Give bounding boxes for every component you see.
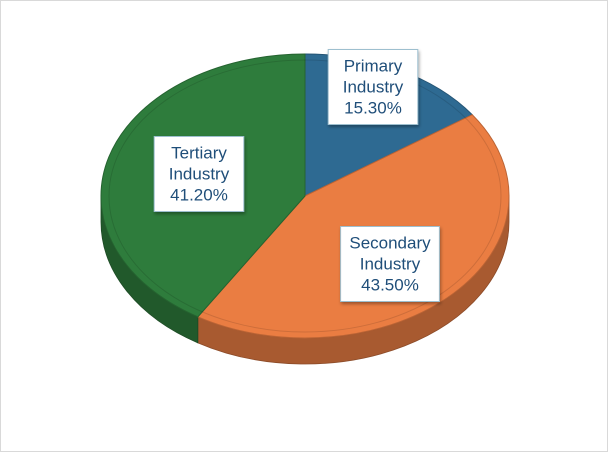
data-label-line: Primary <box>344 57 403 76</box>
data-label-line: 43.50% <box>361 276 419 295</box>
pie-top-rim <box>108 59 502 333</box>
data-label-line: Industry <box>169 165 230 184</box>
data-label-box <box>153 136 245 212</box>
data-label-line: 15.30% <box>344 99 402 118</box>
data-label-tertiary-industry: Tertiary Industry 41.20% <box>153 136 245 212</box>
data-label-primary-industry: Primary Industry 15.30% <box>327 49 419 125</box>
data-label-line: Industry <box>360 255 421 274</box>
data-label-secondary-industry: Secondary Industry 43.50% <box>340 226 440 302</box>
data-label-box <box>327 49 419 125</box>
data-label-line: Industry <box>343 78 404 97</box>
data-label-line: 41.20% <box>170 186 228 205</box>
data-label-line: Tertiary <box>171 144 227 163</box>
data-label-line: Secondary <box>349 234 431 253</box>
data-label-box <box>340 226 440 302</box>
